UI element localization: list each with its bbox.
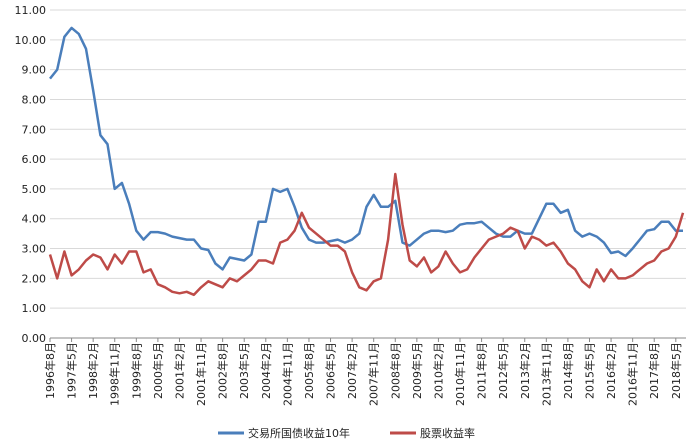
y-tick-label: 9.00 — [22, 64, 47, 77]
x-tick-label: 2007年2月 — [345, 342, 359, 399]
x-tick-label: 2017年8月 — [647, 342, 661, 399]
x-tick-label: 2018年5月 — [669, 342, 683, 399]
x-tick-label: 1997年5月 — [65, 342, 79, 399]
y-tick-label: 5.00 — [22, 183, 47, 196]
y-tick-label: 4.00 — [22, 213, 47, 226]
x-tick-label: 1999年8月 — [129, 342, 143, 399]
y-tick-label: 6.00 — [22, 153, 47, 166]
x-tick-label: 2016年11月 — [626, 342, 640, 406]
y-tick-label: 10.00 — [15, 34, 47, 47]
x-tick-label: 2014年8月 — [561, 342, 575, 399]
x-tick-label: 2013年2月 — [518, 342, 532, 399]
x-tick-label: 2002年8月 — [216, 342, 230, 399]
x-tick-label: 2001年2月 — [172, 342, 186, 399]
y-tick-label: 0.00 — [22, 332, 47, 345]
x-tick-label: 2004年11月 — [280, 342, 294, 406]
x-tick-label: 2004年2月 — [259, 342, 273, 399]
y-tick-label: 8.00 — [22, 93, 47, 106]
x-tick-label: 1998年2月 — [86, 342, 100, 399]
x-tick-label: 2015年5月 — [582, 342, 596, 399]
x-tick-label: 2006年5月 — [324, 342, 338, 399]
x-tick-label: 2010年2月 — [431, 342, 445, 399]
series-line — [49, 26, 683, 271]
x-tick-label: 2010年11月 — [453, 342, 467, 406]
legend-label: 股票收益率 — [420, 426, 475, 440]
x-tick-label: 2008年8月 — [388, 342, 402, 399]
x-tick-label: 2000年5月 — [151, 342, 165, 399]
x-tick-label: 2009年5月 — [410, 342, 424, 399]
series-line — [48, 172, 685, 297]
x-tick-label: 2013年11月 — [539, 342, 553, 406]
x-tick-label: 2007年11月 — [367, 342, 381, 406]
x-tick-label: 2001年11月 — [194, 342, 208, 406]
y-tick-label: 1.00 — [22, 302, 47, 315]
legend-label: 交易所国债收益10年 — [248, 426, 350, 440]
x-tick-label: 2016年2月 — [604, 342, 618, 399]
y-tick-label: 11.00 — [15, 4, 47, 17]
x-tick-label: 2012年5月 — [496, 342, 510, 399]
y-tick-label: 7.00 — [22, 123, 47, 136]
y-tick-label: 3.00 — [22, 243, 47, 256]
x-tick-label: 2003年5月 — [237, 342, 251, 399]
x-tick-label: 2011年8月 — [475, 342, 489, 399]
x-tick-label: 1996年8月 — [43, 342, 57, 399]
x-tick-label: 1998年11月 — [108, 342, 122, 406]
y-tick-label: 2.00 — [22, 272, 47, 285]
x-tick-label: 2005年8月 — [302, 342, 316, 399]
